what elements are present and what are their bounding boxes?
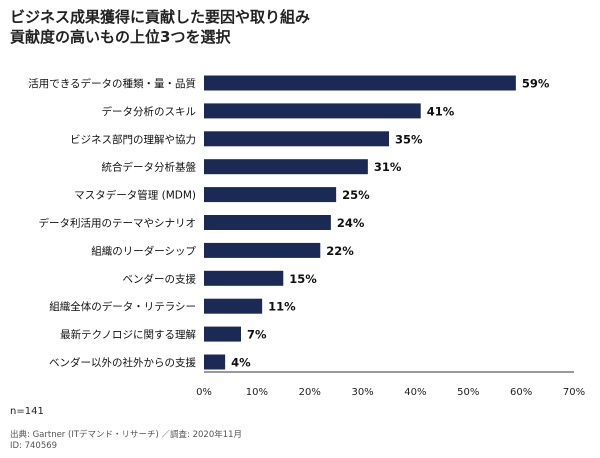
source-note: 出典: Gartner (ITデマンド・リサーチ) ／調査: 2020年11月 [10,430,243,440]
value-label: 59% [522,77,550,91]
x-tick-label: 0% [196,387,212,398]
value-label: 22% [326,244,354,258]
x-tick-label: 20% [299,387,321,398]
category-label: 活用できるデータの種類・量・品質 [28,77,196,90]
bar [204,103,421,119]
value-label: 31% [374,160,402,174]
bar [204,326,241,342]
bar [204,298,263,314]
chart-title: ビジネス成果獲得に貢献した要因や取り組み [10,8,311,26]
category-label: マスタデータ管理 (MDM) [74,189,196,202]
category-label: ビジネス部門の理解や協力 [70,133,196,146]
value-label: 15% [289,272,317,286]
value-label: 35% [395,132,423,146]
x-tick-label: 50% [457,387,479,398]
value-label: 25% [342,188,370,202]
value-label: 4% [231,356,251,370]
value-label: 11% [268,300,296,314]
x-tick-label: 60% [510,387,532,398]
category-label: ベンダーの支援 [123,272,197,285]
document-id: ID: 740569 [10,441,58,451]
category-label: 最新テクノロジに関する理解 [60,328,196,341]
x-tick-label: 70% [563,387,585,398]
category-label: 組織のリーダーシップ [91,244,196,257]
chart-subtitle: 貢献度の高いもの上位3つを選択 [10,28,231,46]
bar-chart: 活用できるデータの種類・量・品質 59% データ分析のスキル 41% ビジネス部門の理解… [28,75,585,398]
bar [204,159,368,175]
value-label: 41% [427,104,455,118]
category-label: データ分析のスキル [102,105,197,118]
bar [204,215,331,230]
bar [204,187,337,203]
bar [204,242,321,258]
category-label: ベンダー以外の社外からの支援 [49,356,196,369]
category-label: データ利活用のテーマやシナリオ [39,217,197,230]
bar [204,270,284,286]
sample-size-label: n=141 [10,406,44,417]
bar [204,131,389,147]
category-label: 統合データ分析基盤 [102,161,197,174]
x-tick-label: 30% [351,387,373,398]
value-label: 7% [247,328,267,342]
category-label: 組織全体のデータ・リテラシー [49,300,196,313]
bar [204,354,226,370]
value-label: 24% [337,216,365,230]
bar [204,75,516,91]
x-tick-label: 40% [404,387,426,398]
x-tick-label: 10% [246,387,268,398]
